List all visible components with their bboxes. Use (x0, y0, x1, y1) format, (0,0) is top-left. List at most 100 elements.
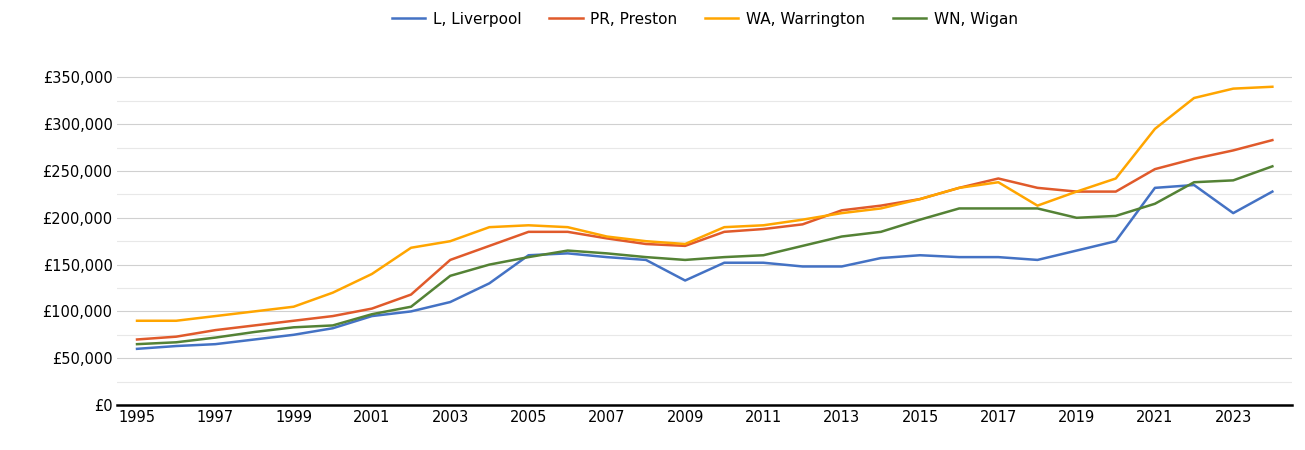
L, Liverpool (482, 281, 497, 286)
PR, Preston (1265, 137, 1280, 143)
PR, Preston (168, 334, 184, 339)
PR, Preston (1069, 189, 1084, 194)
PR, Preston (795, 222, 810, 227)
PR, Preston (129, 337, 145, 342)
PR, Preston (1108, 189, 1124, 194)
WN, Wigan (795, 243, 810, 248)
WN, Wigan (1147, 201, 1163, 207)
L, Liverpool (834, 264, 850, 269)
WA, Warrington (638, 238, 654, 244)
PR, Preston (677, 243, 693, 248)
WN, Wigan (951, 206, 967, 211)
WN, Wigan (129, 342, 145, 347)
L, Liverpool (990, 254, 1006, 260)
WN, Wigan (207, 335, 223, 340)
L, Liverpool (1265, 189, 1280, 194)
PR, Preston (1225, 148, 1241, 153)
WN, Wigan (716, 254, 732, 260)
PR, Preston (403, 292, 419, 297)
WN, Wigan (599, 251, 615, 256)
WA, Warrington (442, 238, 458, 244)
WN, Wigan (560, 248, 576, 253)
WN, Wigan (990, 206, 1006, 211)
Line: PR, Preston: PR, Preston (137, 140, 1272, 339)
Legend: L, Liverpool, PR, Preston, WA, Warrington, WN, Wigan: L, Liverpool, PR, Preston, WA, Warringto… (385, 5, 1024, 33)
L, Liverpool (207, 342, 223, 347)
WA, Warrington (1108, 176, 1124, 181)
L, Liverpool (403, 309, 419, 314)
PR, Preston (247, 323, 262, 328)
WN, Wigan (1030, 206, 1045, 211)
Line: WA, Warrington: WA, Warrington (137, 87, 1272, 321)
WA, Warrington (1030, 203, 1045, 208)
L, Liverpool (1069, 248, 1084, 253)
WN, Wigan (1265, 164, 1280, 169)
WN, Wigan (677, 257, 693, 263)
L, Liverpool (521, 252, 536, 258)
L, Liverpool (168, 343, 184, 349)
L, Liverpool (129, 346, 145, 351)
WN, Wigan (1108, 213, 1124, 219)
WA, Warrington (129, 318, 145, 324)
WA, Warrington (951, 185, 967, 190)
PR, Preston (521, 229, 536, 234)
WN, Wigan (286, 324, 301, 330)
WN, Wigan (482, 262, 497, 267)
WA, Warrington (1265, 84, 1280, 90)
PR, Preston (1186, 156, 1202, 162)
WA, Warrington (795, 217, 810, 222)
WA, Warrington (1147, 126, 1163, 131)
L, Liverpool (1225, 211, 1241, 216)
WA, Warrington (716, 225, 732, 230)
WN, Wigan (325, 323, 341, 328)
WA, Warrington (912, 196, 928, 202)
WN, Wigan (1069, 215, 1084, 220)
PR, Preston (560, 229, 576, 234)
L, Liverpool (1108, 238, 1124, 244)
WN, Wigan (1186, 180, 1202, 185)
WN, Wigan (834, 234, 850, 239)
WN, Wigan (873, 229, 889, 234)
PR, Preston (951, 185, 967, 190)
Line: L, Liverpool: L, Liverpool (137, 185, 1272, 349)
PR, Preston (873, 203, 889, 208)
WA, Warrington (364, 271, 380, 277)
WA, Warrington (247, 309, 262, 314)
Line: WN, Wigan: WN, Wigan (137, 166, 1272, 344)
WA, Warrington (990, 180, 1006, 185)
WN, Wigan (521, 254, 536, 260)
WA, Warrington (1186, 95, 1202, 101)
PR, Preston (1030, 185, 1045, 190)
WA, Warrington (873, 206, 889, 211)
WA, Warrington (756, 223, 771, 228)
WN, Wigan (912, 217, 928, 222)
WN, Wigan (1225, 178, 1241, 183)
WN, Wigan (403, 304, 419, 310)
PR, Preston (912, 196, 928, 202)
WA, Warrington (1069, 189, 1084, 194)
WA, Warrington (403, 245, 419, 251)
L, Liverpool (873, 255, 889, 261)
L, Liverpool (247, 337, 262, 342)
WN, Wigan (638, 254, 654, 260)
WA, Warrington (599, 234, 615, 239)
PR, Preston (716, 229, 732, 234)
WA, Warrington (677, 241, 693, 247)
L, Liverpool (442, 299, 458, 305)
L, Liverpool (756, 260, 771, 265)
L, Liverpool (912, 252, 928, 258)
WA, Warrington (482, 225, 497, 230)
L, Liverpool (286, 332, 301, 338)
WA, Warrington (834, 211, 850, 216)
L, Liverpool (716, 260, 732, 265)
PR, Preston (638, 241, 654, 247)
WA, Warrington (325, 290, 341, 295)
L, Liverpool (795, 264, 810, 269)
PR, Preston (325, 313, 341, 319)
WA, Warrington (1225, 86, 1241, 91)
WN, Wigan (756, 252, 771, 258)
WA, Warrington (560, 225, 576, 230)
L, Liverpool (560, 251, 576, 256)
L, Liverpool (599, 254, 615, 260)
PR, Preston (442, 257, 458, 263)
